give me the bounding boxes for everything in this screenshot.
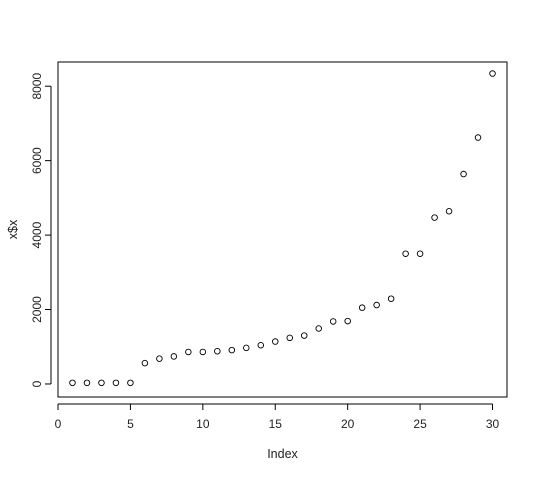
data-points <box>69 70 496 387</box>
x-axis-label: Index <box>267 447 298 461</box>
data-point <box>387 295 395 302</box>
data-point <box>286 334 293 342</box>
data-point <box>83 379 91 387</box>
y-tick-label: 8000 <box>30 73 44 100</box>
x-tick-label: 20 <box>341 417 355 431</box>
data-point <box>402 250 409 257</box>
data-point <box>156 355 163 362</box>
y-axis-label: x$x <box>6 219 20 239</box>
data-point <box>98 379 105 387</box>
data-point <box>170 353 178 360</box>
data-point <box>69 379 76 387</box>
data-point <box>214 347 221 355</box>
y-tick-label: 2000 <box>30 296 44 323</box>
x-tick-label: 0 <box>55 417 62 431</box>
data-point <box>373 301 380 309</box>
data-point <box>445 208 453 215</box>
data-point <box>127 379 134 387</box>
data-point <box>257 342 265 349</box>
data-point <box>315 325 322 332</box>
x-tick-label: 30 <box>486 417 500 431</box>
y-tick-label: 0 <box>30 380 44 387</box>
data-point <box>199 348 207 356</box>
x-tick-label: 5 <box>127 417 134 431</box>
data-point <box>112 379 120 387</box>
x-tick-label: 15 <box>269 417 283 431</box>
data-point <box>228 346 236 354</box>
data-point <box>358 304 366 311</box>
data-point <box>431 214 438 221</box>
data-point <box>344 317 351 325</box>
data-point <box>460 170 467 178</box>
y-tick-label: 6000 <box>30 147 44 174</box>
data-point <box>272 338 279 345</box>
data-point <box>300 332 308 339</box>
data-point <box>474 134 482 141</box>
x-axis: 0 5 10 15 20 25 30 <box>55 403 500 431</box>
data-point <box>416 250 424 257</box>
data-point <box>141 359 149 367</box>
x-tick-label: 25 <box>413 417 427 431</box>
data-point <box>489 70 496 77</box>
data-point <box>329 318 337 325</box>
data-point <box>185 348 192 356</box>
y-axis: 0 2000 4000 6000 8000 <box>30 73 52 387</box>
x-tick-label: 10 <box>196 417 210 431</box>
plot-frame <box>57 61 508 398</box>
y-tick-label: 4000 <box>30 221 44 248</box>
data-point <box>243 344 250 352</box>
